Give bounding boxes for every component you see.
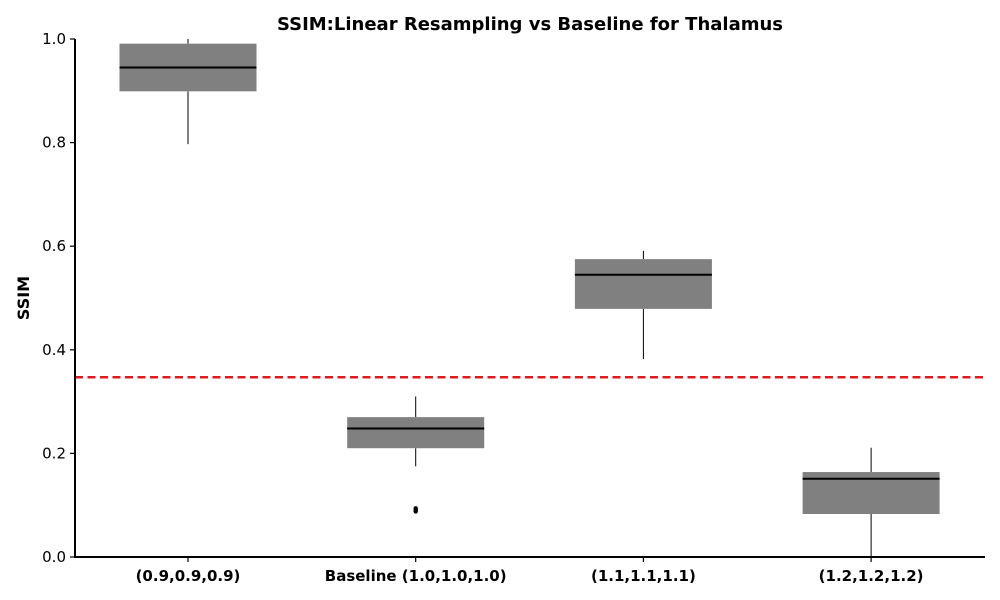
x-tick-label: (1.2,1.2,1.2) (819, 567, 924, 585)
y-tick-label: 1.0 (42, 30, 66, 48)
outlier-point (413, 506, 418, 511)
x-tick-label: Baseline (1.0,1.0,1.0) (325, 567, 507, 585)
box-body (574, 259, 712, 309)
box-1 (119, 39, 257, 145)
y-ticks-group: 0.0 0.2 0.4 0.6 0.8 1.0 (42, 30, 75, 566)
y-tick-label: 0.4 (42, 341, 66, 359)
y-axis-label: SSIM (14, 276, 33, 320)
y-tick-label: 0.6 (42, 237, 66, 255)
x-tick-label: (0.9,0.9,0.9) (136, 567, 241, 585)
y-tick-label: 0.0 (42, 548, 66, 566)
y-tick-label: 0.2 (42, 444, 66, 462)
box-4 (802, 447, 940, 557)
box-2 (347, 396, 485, 514)
boxes-group (119, 39, 940, 557)
x-tick-label: (1.1,1.1,1.1) (591, 567, 696, 585)
chart-title: SSIM:Linear Resampling vs Baseline for T… (277, 14, 783, 35)
box-body (347, 417, 485, 449)
box-3 (574, 250, 712, 360)
y-tick-label: 0.8 (42, 134, 66, 152)
axes-group (74, 39, 985, 558)
x-ticks-group: (0.9,0.9,0.9) Baseline (1.0,1.0,1.0) (1.1,… (136, 557, 924, 585)
